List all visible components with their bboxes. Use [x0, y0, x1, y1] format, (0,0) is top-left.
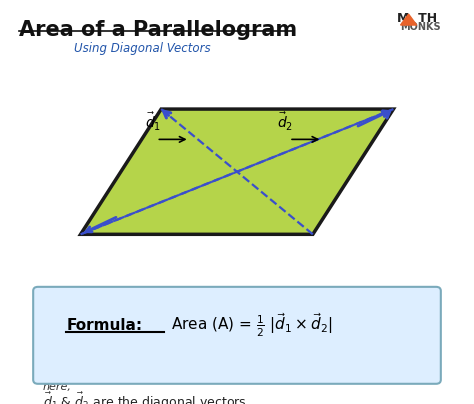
Text: $\vec{d}_2$: $\vec{d}_2$ [277, 110, 293, 133]
Text: MONKS: MONKS [401, 22, 441, 32]
Text: $\vec{d}_1$ & $\vec{d}_2$ are the diagonal vectors: $\vec{d}_1$ & $\vec{d}_2$ are the diagon… [43, 391, 246, 404]
Text: Formula:: Formula: [66, 318, 143, 333]
Text: Area (A) = $\frac{1}{2}$ $|\vec{d}_1 \times \vec{d}_2|$: Area (A) = $\frac{1}{2}$ $|\vec{d}_1 \ti… [171, 311, 332, 339]
Text: here,: here, [43, 382, 72, 392]
Text: $\vec{d}_1$: $\vec{d}_1$ [145, 110, 161, 133]
FancyBboxPatch shape [33, 287, 441, 384]
Polygon shape [81, 109, 393, 234]
Text: Using Diagonal Vectors: Using Diagonal Vectors [74, 42, 210, 55]
Text: Area of a Parallelogram: Area of a Parallelogram [19, 20, 297, 40]
Text: M  TH: M TH [397, 12, 438, 25]
Polygon shape [401, 14, 417, 25]
